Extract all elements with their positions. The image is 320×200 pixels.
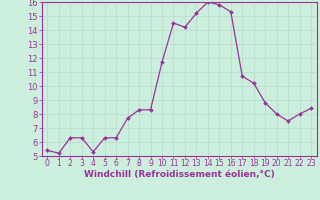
X-axis label: Windchill (Refroidissement éolien,°C): Windchill (Refroidissement éolien,°C) — [84, 170, 275, 179]
